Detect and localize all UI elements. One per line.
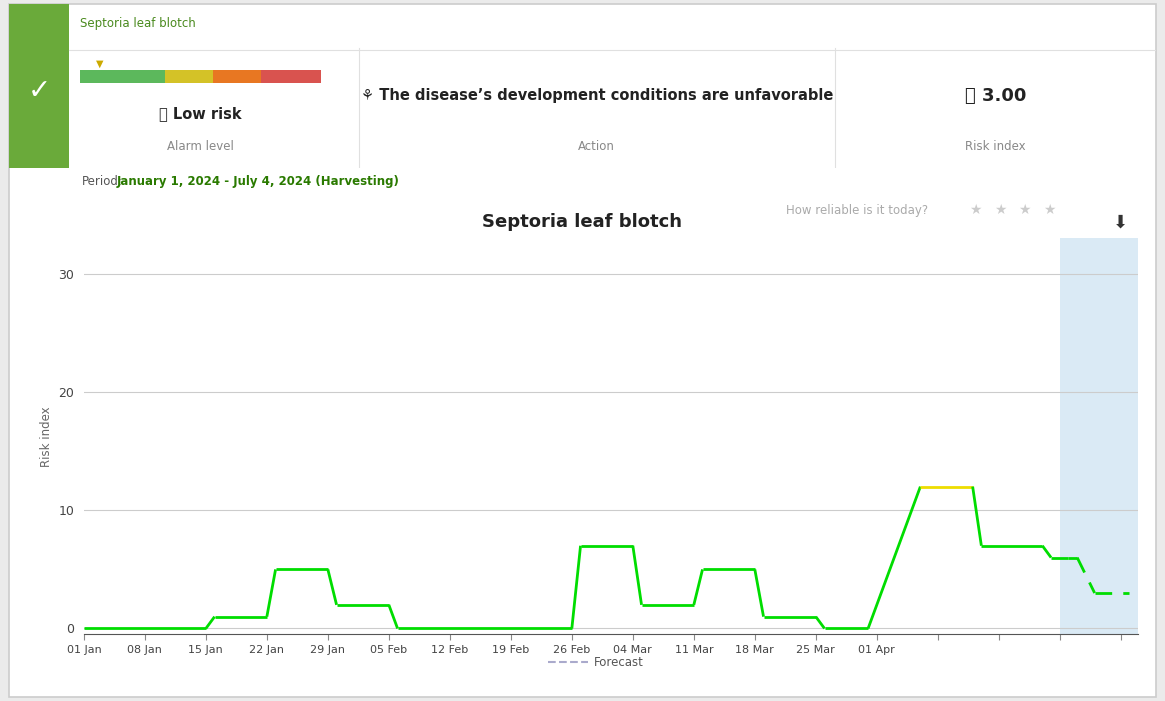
Text: Action: Action <box>578 140 615 154</box>
Text: Forecast: Forecast <box>594 656 644 669</box>
Text: ✓: ✓ <box>28 77 51 105</box>
Text: ⓘ Low risk: ⓘ Low risk <box>160 107 242 121</box>
Text: ★: ★ <box>969 203 982 217</box>
Bar <box>9 4 69 168</box>
Text: ⓘ 3.00: ⓘ 3.00 <box>965 87 1026 104</box>
Text: ⚘ The disease’s development conditions are unfavorable: ⚘ The disease’s development conditions a… <box>361 88 833 103</box>
Text: ★: ★ <box>1018 203 1031 217</box>
Bar <box>213 70 261 83</box>
Text: ⬇: ⬇ <box>1114 213 1128 231</box>
Text: ★: ★ <box>1043 203 1055 217</box>
Text: Risk index: Risk index <box>965 140 1025 154</box>
Text: Period:: Period: <box>82 175 122 188</box>
Text: ★: ★ <box>994 203 1007 217</box>
Text: How reliable is it today?: How reliable is it today? <box>786 204 929 217</box>
Text: Septoria leaf blotch: Septoria leaf blotch <box>80 17 196 29</box>
Text: Alarm level: Alarm level <box>168 140 234 154</box>
Bar <box>80 70 164 83</box>
Bar <box>164 70 213 83</box>
Y-axis label: Risk index: Risk index <box>40 406 52 467</box>
Text: ▼: ▼ <box>96 59 104 69</box>
Bar <box>1060 238 1138 634</box>
Text: Septoria leaf blotch: Septoria leaf blotch <box>482 213 683 231</box>
Text: January 1, 2024 - July 4, 2024 (Harvesting): January 1, 2024 - July 4, 2024 (Harvesti… <box>116 175 400 188</box>
Bar <box>261 70 322 83</box>
